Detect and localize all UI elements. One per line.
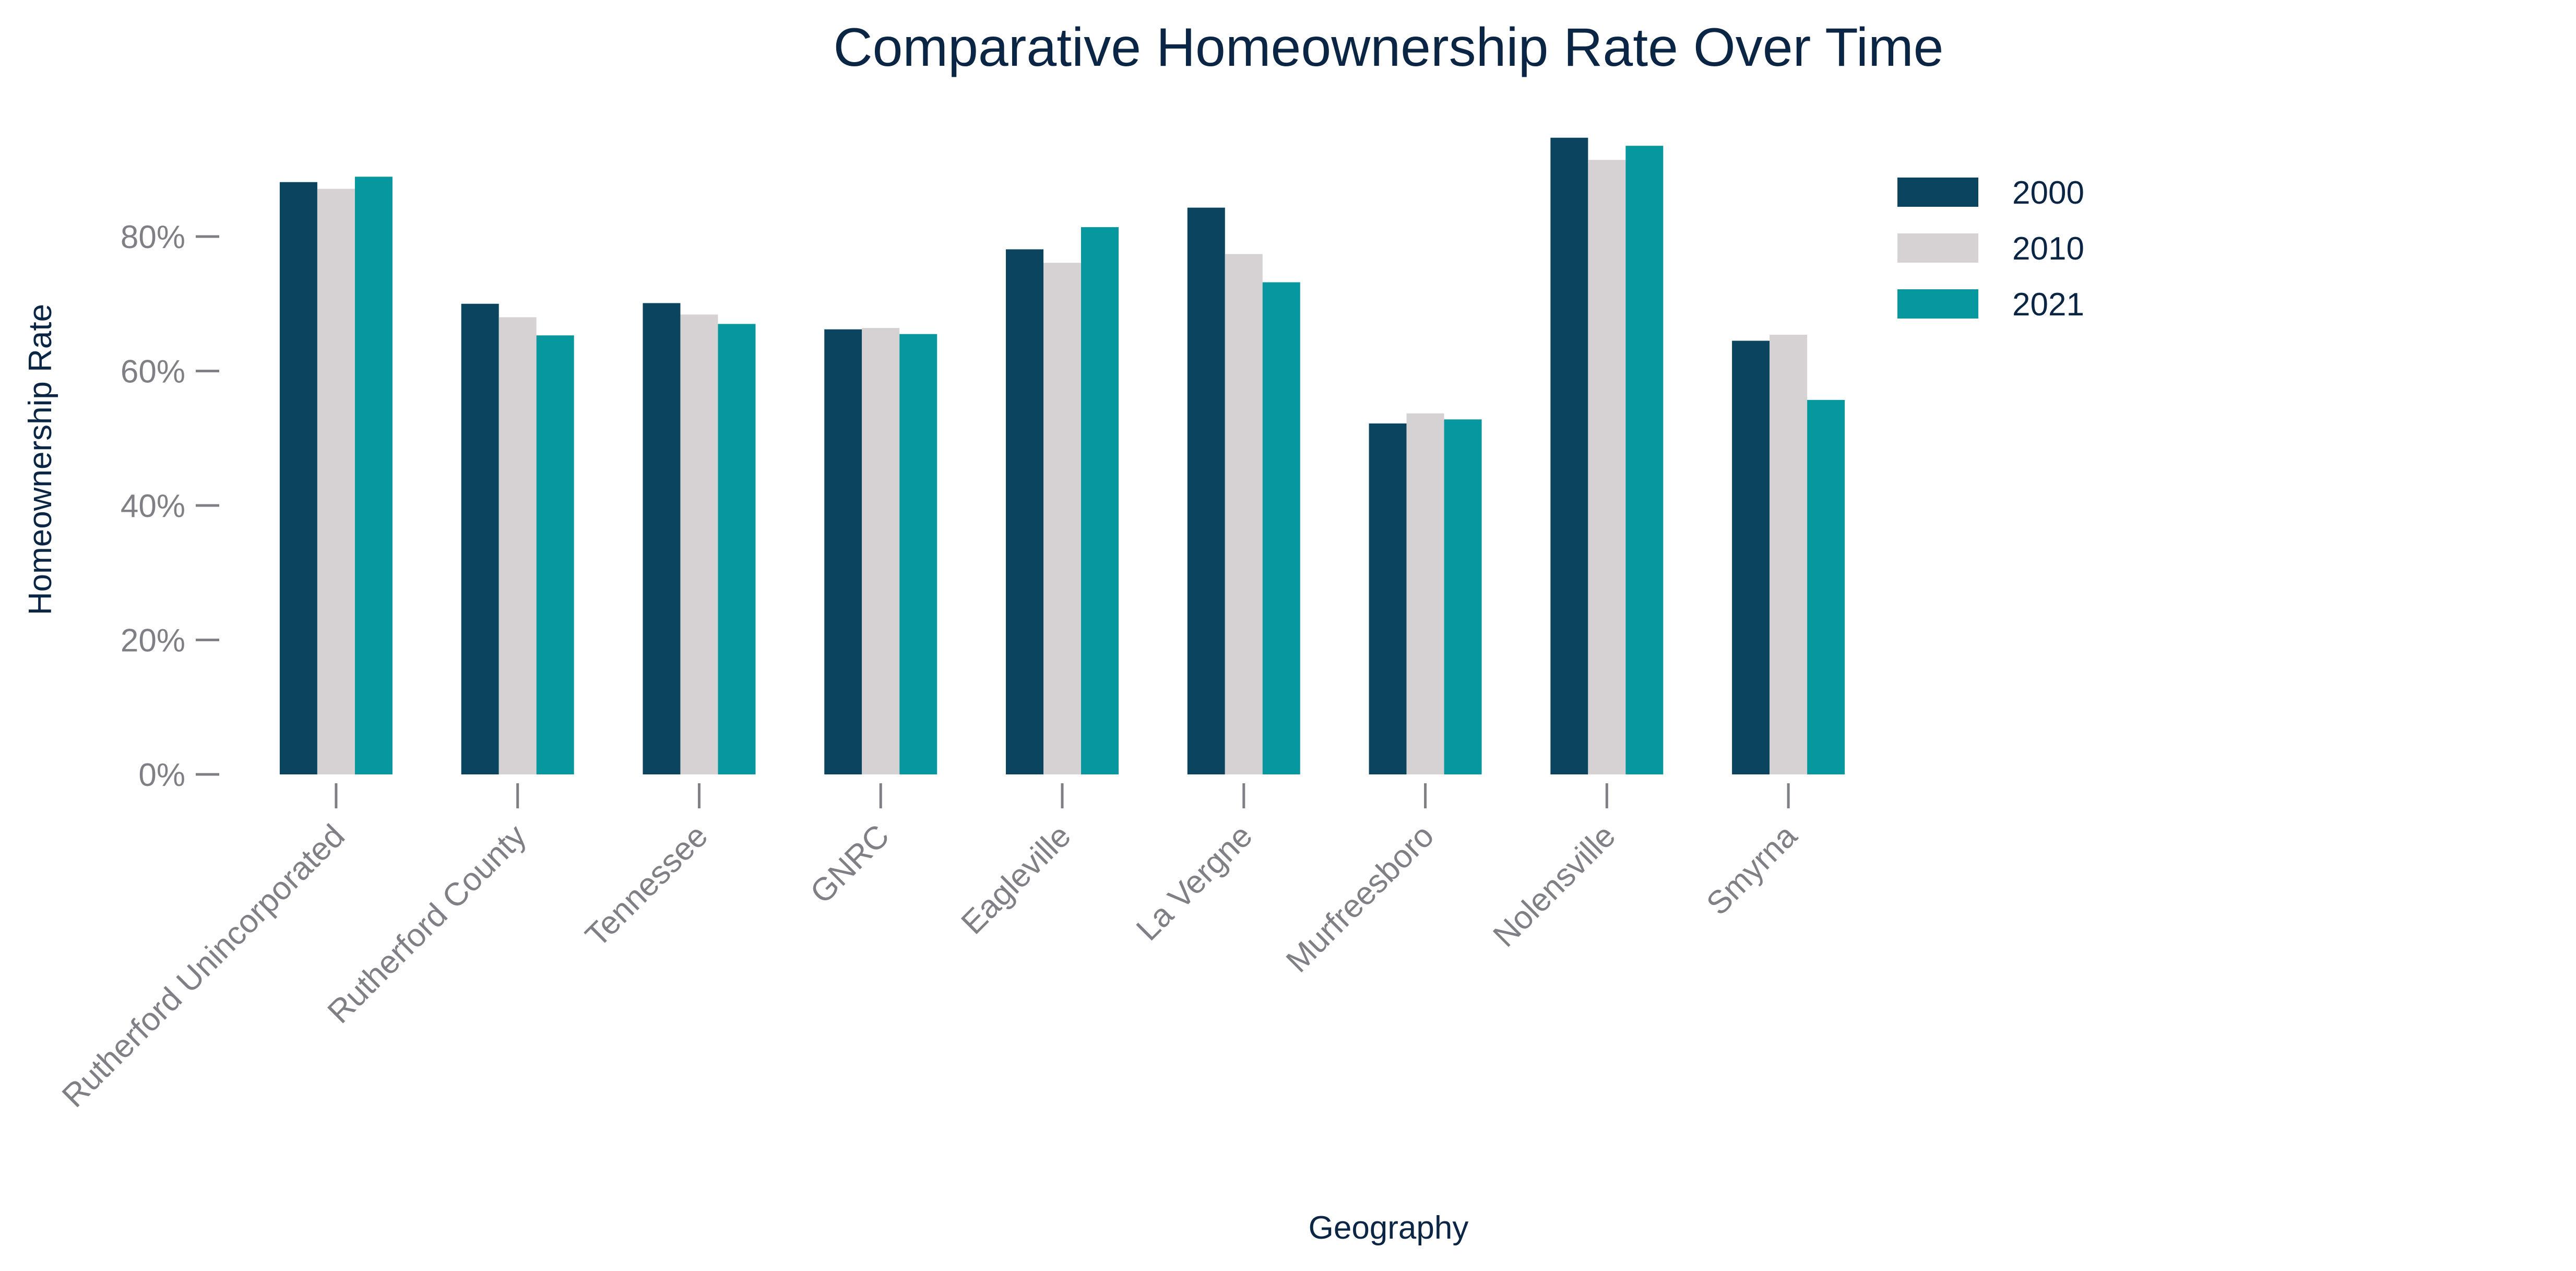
bar-2010-la-vergne (1225, 254, 1263, 775)
legend-label-2000: 2000 (2012, 175, 2084, 211)
x-tick-label: Murfreesboro (1279, 818, 1441, 980)
x-tick-label: Smyrna (1700, 818, 1804, 922)
bar-2010-nolensville (1588, 160, 1626, 775)
bar-2021-rutherford-county (536, 335, 574, 774)
bar-2010-rutherford-county (498, 317, 537, 774)
bar-2021-smyrna (1807, 399, 1845, 774)
x-tick-label: Rutherford County (321, 818, 533, 1030)
y-tick-label: 0% (138, 757, 185, 793)
bar-2021-gnrc (899, 334, 937, 774)
bar-2000-rutherford-county (461, 303, 499, 774)
chart-title: Comparative Homeownership Rate Over Time (833, 17, 1943, 78)
x-tick-label: GNRC (803, 818, 896, 911)
bar-2010-smyrna (1770, 334, 1808, 774)
y-tick-label: 20% (121, 623, 185, 659)
bar-2010-rutherford-unincorporated (317, 189, 355, 774)
bar-2000-smyrna (1732, 340, 1770, 774)
x-tick-label: Rutherford Unincorporated (55, 818, 352, 1114)
y-axis: 0% 20% 40% 60% 80% (121, 219, 219, 793)
bar-2000-murfreesboro (1369, 423, 1407, 774)
bar-2000-tennessee (643, 303, 681, 774)
bar-2000-gnrc (824, 329, 862, 774)
bar-2021-rutherford-unincorporated (354, 176, 393, 775)
y-tick-label: 40% (121, 488, 185, 524)
bar-2021-eagleville (1081, 227, 1119, 775)
x-tick-label: Nolensville (1486, 818, 1622, 954)
legend-label-2021: 2021 (2012, 287, 2084, 323)
bar-2010-eagleville (1043, 263, 1081, 774)
legend-label-2010: 2010 (2012, 231, 2084, 267)
legend-swatch-2021 (1897, 289, 1978, 319)
x-tick-label: Eagleville (954, 818, 1077, 941)
x-axis-title: Geography (1309, 1210, 1469, 1246)
bar-2021-nolensville (1625, 146, 1664, 774)
bar-2010-gnrc (862, 328, 900, 774)
bar-2000-nolensville (1550, 137, 1588, 774)
y-tick-label: 80% (121, 219, 185, 255)
legend-swatch-2010 (1897, 233, 1978, 263)
legend: 2000 2010 2021 (1897, 175, 2084, 323)
bar-2000-la-vergne (1187, 207, 1225, 775)
y-tick-label: 60% (121, 354, 185, 390)
bar-2000-eagleville (1006, 249, 1043, 774)
plot-area (279, 137, 1845, 775)
bar-2000-rutherford-unincorporated (279, 182, 317, 774)
x-tick-label: La Vergne (1130, 818, 1260, 948)
bar-2021-tennessee (718, 324, 756, 774)
x-tick-label: Tennessee (578, 818, 715, 954)
y-axis-title: Homeownership Rate (22, 304, 58, 615)
bar-2010-tennessee (680, 314, 718, 774)
bar-2021-la-vergne (1262, 282, 1300, 774)
bar-2010-murfreesboro (1406, 413, 1444, 774)
bar-2021-murfreesboro (1444, 419, 1482, 774)
legend-swatch-2000 (1897, 178, 1978, 207)
